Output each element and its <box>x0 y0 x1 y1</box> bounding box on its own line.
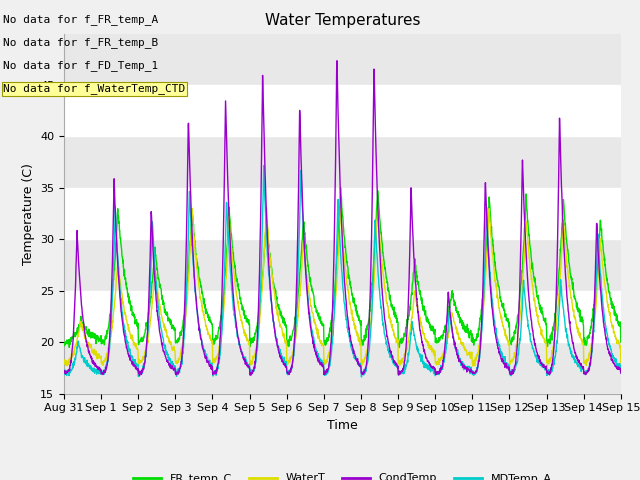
Text: No data for f_FR_temp_B: No data for f_FR_temp_B <box>3 37 159 48</box>
WaterT <box>499 324 507 329</box>
FR_temp_C <box>602 262 609 268</box>
CondTemp <box>60 368 68 374</box>
FR_temp_C <box>617 339 625 345</box>
FR_temp_C <box>89 332 97 338</box>
WaterT <box>262 204 270 210</box>
Line: FR_temp_C: FR_temp_C <box>64 188 621 348</box>
CondTemp <box>617 370 625 376</box>
MDTemp_A <box>331 291 339 297</box>
Text: No data for f_FR_temp_A: No data for f_FR_temp_A <box>3 14 159 25</box>
X-axis label: Time: Time <box>327 419 358 432</box>
WaterT <box>601 281 609 287</box>
Bar <box>64 240 621 291</box>
FR_temp_C <box>60 342 68 348</box>
Text: No data for f_FD_Temp_1: No data for f_FD_Temp_1 <box>3 60 159 72</box>
Line: MDTemp_A: MDTemp_A <box>64 166 621 377</box>
FR_temp_C <box>65 345 73 350</box>
Line: CondTemp: CondTemp <box>64 61 621 376</box>
MDTemp_A <box>601 318 609 324</box>
FR_temp_C <box>337 185 344 191</box>
MDTemp_A <box>60 371 68 377</box>
MDTemp_A <box>358 374 365 380</box>
Text: No data for f_WaterTemp_CTD: No data for f_WaterTemp_CTD <box>3 84 186 95</box>
WaterT <box>469 363 477 369</box>
Title: Water Temperatures: Water Temperatures <box>265 13 420 28</box>
WaterT <box>316 337 324 343</box>
CondTemp <box>499 359 507 365</box>
Bar <box>64 136 621 188</box>
FR_temp_C <box>499 305 507 311</box>
Line: WaterT: WaterT <box>64 207 621 366</box>
Bar <box>64 342 621 394</box>
FR_temp_C <box>331 283 339 289</box>
MDTemp_A <box>88 366 96 372</box>
CondTemp <box>88 360 96 365</box>
MDTemp_A <box>316 357 324 363</box>
MDTemp_A <box>499 354 507 360</box>
Bar <box>64 34 621 85</box>
CondTemp <box>136 373 143 379</box>
CondTemp <box>333 58 341 64</box>
FR_temp_C <box>316 314 324 320</box>
FR_temp_C <box>601 263 609 268</box>
CondTemp <box>316 362 324 368</box>
WaterT <box>60 358 68 363</box>
WaterT <box>331 301 339 307</box>
Y-axis label: Temperature (C): Temperature (C) <box>22 163 35 264</box>
WaterT <box>88 350 96 356</box>
MDTemp_A <box>602 321 609 326</box>
CondTemp <box>331 194 339 200</box>
CondTemp <box>602 332 609 337</box>
Legend: FR_temp_C, WaterT, CondTemp, MDTemp_A: FR_temp_C, WaterT, CondTemp, MDTemp_A <box>129 469 556 480</box>
WaterT <box>617 360 625 366</box>
WaterT <box>602 284 609 289</box>
MDTemp_A <box>260 163 268 168</box>
MDTemp_A <box>617 370 625 376</box>
CondTemp <box>601 329 609 335</box>
